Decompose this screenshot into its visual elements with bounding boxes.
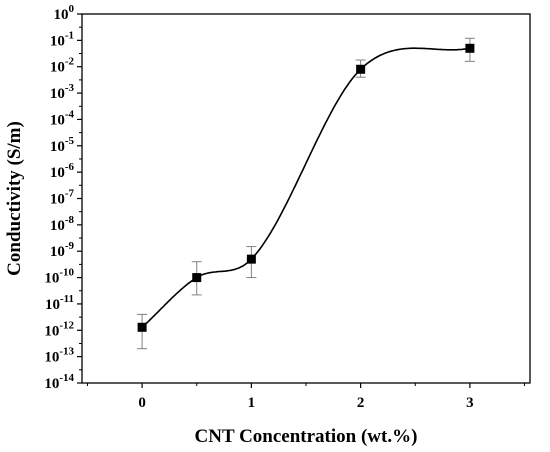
x-tick-label: 0	[138, 395, 146, 411]
plot-frame	[81, 13, 531, 384]
fit-curve-layer	[141, 47, 471, 328]
x-tick-label: 3	[466, 395, 474, 411]
data-point	[192, 273, 202, 283]
y-tick-label: 10-12	[44, 319, 74, 339]
y-tick-label: 10-11	[45, 293, 74, 313]
y-tick-label: 10-10	[44, 267, 74, 287]
y-axis-title: Conductivity (S/m)	[4, 121, 25, 276]
x-tick-label: 1	[248, 395, 256, 411]
y-tick-label: 10-4	[50, 108, 75, 128]
y-tick-label: 10-2	[50, 56, 75, 76]
y-tick-label: 10-1	[50, 29, 74, 49]
error-bars-layer	[137, 37, 475, 350]
y-tick-label: 10-6	[50, 161, 75, 181]
data-point	[356, 64, 366, 74]
y-tick-label: 10-8	[50, 214, 75, 234]
x-axis-title: CNT Concentration (wt.%)	[195, 426, 418, 447]
y-tick-label: 10-7	[50, 188, 75, 208]
y-tick-label: 10-14	[44, 372, 74, 392]
y-axis-ticks: 100 10-1 10-2 10-3 10-4 10-5 10-6 10-7 10-8 10-9 1…	[44, 3, 82, 392]
y-tick-label: 10-9	[50, 240, 75, 260]
data-point	[465, 43, 475, 53]
y-tick-label: 100	[54, 3, 75, 23]
fit-curve	[141, 47, 471, 328]
data-points-layer	[137, 43, 475, 332]
y-tick-label: 10-13	[44, 346, 74, 366]
data-point	[137, 322, 147, 332]
x-tick-label: 2	[357, 395, 365, 411]
y-tick-label: 10-3	[50, 82, 75, 102]
data-point	[246, 254, 256, 264]
y-tick-label: 10-5	[50, 135, 75, 155]
x-axis-ticks: 0 1 2 3	[86, 383, 526, 411]
